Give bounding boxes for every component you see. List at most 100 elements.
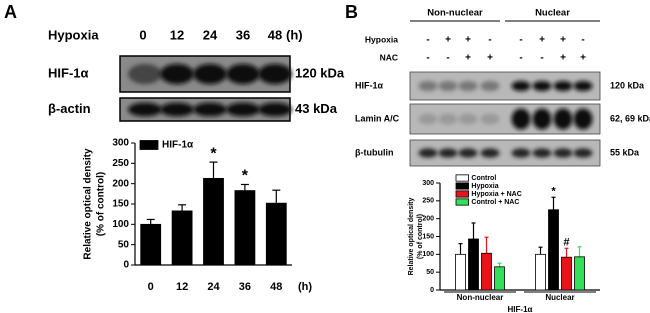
condition-sign: + (465, 35, 471, 46)
y-axis-label: Relative optical density (408, 197, 415, 275)
bar (455, 253, 466, 291)
blot-label: β-tubulin (355, 147, 393, 157)
x-axis-label: HIF-1α (508, 305, 533, 313)
x-axis-label: (h) (298, 281, 312, 293)
condition-sign: - (540, 53, 543, 64)
x-tick-label: Nuclear (545, 293, 574, 302)
condition-sign: - (581, 35, 584, 46)
annotation: * (210, 145, 217, 162)
x-tick-label: 48 (270, 281, 282, 293)
panel-letter: B (345, 2, 358, 22)
group-label: Nuclear (535, 8, 570, 19)
bar (468, 238, 479, 291)
blot-label: HIF-1α (48, 65, 89, 80)
y-tick-label: 100 (112, 219, 129, 230)
x-tick-label: 24 (207, 281, 220, 293)
y-tick-label: 50 (426, 269, 434, 276)
blot-band (532, 108, 552, 130)
blot-band (438, 148, 458, 158)
condition-sign: + (560, 35, 566, 46)
blot-band (511, 80, 531, 92)
condition-label: Hypoxia (365, 34, 398, 44)
time-label: 24 (203, 27, 218, 42)
annotation: * (242, 168, 249, 185)
blot-label: HIF-1α (355, 80, 384, 90)
bar (234, 190, 256, 266)
blot-label: β-actin (48, 101, 91, 116)
condition-label: NAC (380, 52, 398, 62)
group-label: Non-nuclear (427, 8, 483, 19)
time-label: 48 (268, 27, 282, 42)
x-tick-label: 12 (176, 281, 188, 293)
blot-band (573, 148, 593, 158)
blot-band (226, 102, 260, 117)
blot-band (160, 102, 194, 117)
bar (574, 256, 585, 291)
blot-band (128, 102, 162, 117)
blot-band (553, 80, 573, 92)
blot-band (480, 80, 500, 92)
blot-band (438, 113, 458, 125)
blot-band (418, 113, 438, 125)
bar (140, 223, 162, 266)
condition-sign: - (519, 35, 522, 46)
blot-band (193, 102, 227, 117)
blot-band (458, 113, 478, 125)
condition-sign: + (539, 35, 545, 46)
y-tick-label: 0 (123, 260, 129, 271)
y-tick-label: 250 (422, 198, 434, 205)
y-tick-label: 100 (422, 251, 434, 258)
legend-label: Control (471, 175, 496, 182)
blot-label: Lamin A/C (355, 113, 400, 123)
bar (494, 266, 505, 291)
annotation: * (551, 186, 556, 198)
blot-band (258, 63, 292, 85)
blot-band (418, 80, 438, 92)
condition-sign: + (580, 53, 586, 64)
bar (561, 256, 572, 291)
bar (171, 210, 193, 266)
blot-band (226, 63, 260, 85)
legend-label: Control + NAC (471, 199, 519, 206)
bar (548, 209, 559, 291)
blot-band (553, 148, 573, 158)
legend-label: Hypoxia + NAC (471, 191, 521, 198)
condition-sign: - (426, 35, 429, 46)
blot-band (160, 63, 194, 85)
time-label: 36 (236, 27, 250, 42)
legend-swatch (455, 190, 470, 198)
blot-band (532, 80, 552, 92)
blot-band (573, 108, 593, 130)
condition-sign: + (560, 53, 566, 64)
y-tick-label: 150 (112, 199, 129, 210)
y-tick-label: 300 (112, 138, 129, 149)
bar (265, 202, 287, 266)
time-label: 12 (170, 27, 184, 42)
blot-band (573, 80, 593, 92)
y-tick-label: 200 (112, 178, 129, 189)
y-tick-label: 150 (422, 233, 434, 240)
blot-size: 55 kDa (610, 147, 640, 157)
bar (203, 177, 224, 266)
y-axis-label: (% of control) (96, 172, 107, 236)
blot-band (128, 63, 162, 85)
x-tick-label: 0 (148, 281, 154, 293)
blot-size: 120 kDa (295, 65, 345, 80)
condition-sign: + (445, 35, 451, 46)
blot-size: 62, 69 kDa (610, 113, 650, 123)
row-header: Hypoxia (48, 27, 99, 42)
condition-sign: - (519, 53, 522, 64)
legend-label: HIF-1α (162, 140, 194, 151)
legend-swatch (455, 182, 470, 190)
legend-swatch (139, 140, 159, 150)
y-axis-label: (% of control) (417, 214, 424, 259)
panel-letter: A (4, 2, 17, 22)
y-axis-label: Relative optical density (83, 148, 94, 260)
y-tick-label: 50 (118, 239, 130, 250)
blot-band (480, 113, 500, 125)
unit: (h) (286, 27, 303, 42)
condition-sign: - (446, 53, 449, 64)
blot-band (458, 148, 478, 158)
y-tick-label: 250 (112, 158, 129, 169)
